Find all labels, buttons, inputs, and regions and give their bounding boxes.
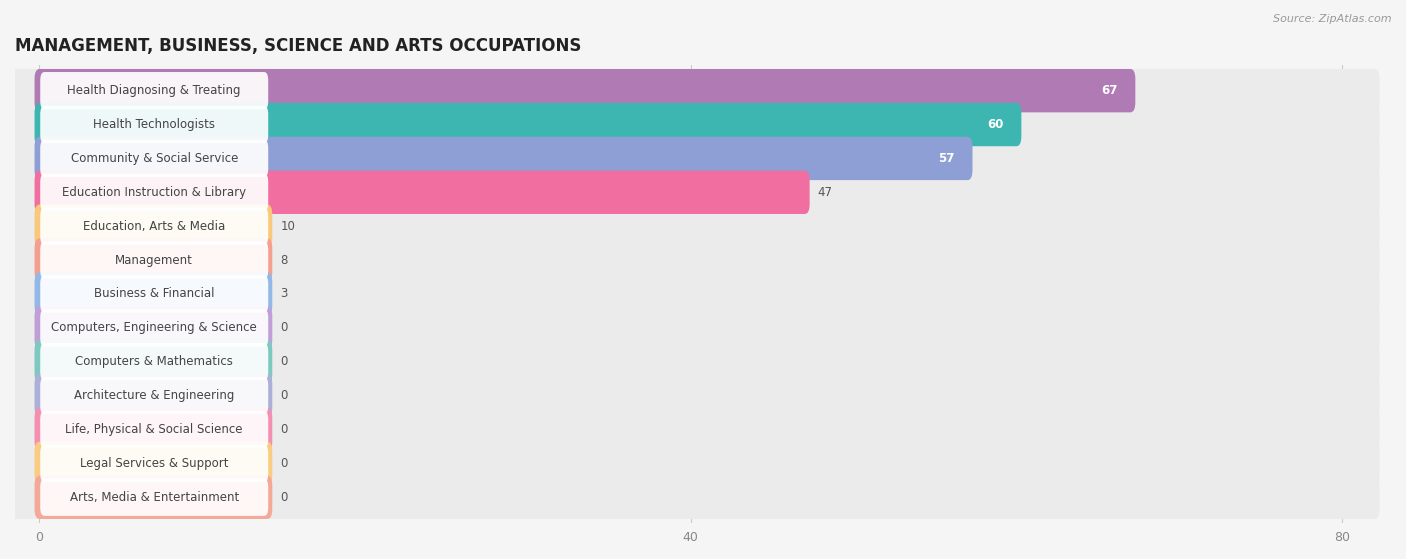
FancyBboxPatch shape [10, 442, 1379, 485]
FancyBboxPatch shape [41, 140, 269, 177]
FancyBboxPatch shape [41, 479, 269, 516]
FancyBboxPatch shape [41, 72, 269, 110]
FancyBboxPatch shape [41, 207, 269, 245]
FancyBboxPatch shape [10, 476, 1379, 519]
Text: 0: 0 [280, 491, 288, 504]
Text: Legal Services & Support: Legal Services & Support [80, 457, 229, 470]
FancyBboxPatch shape [35, 408, 273, 451]
FancyBboxPatch shape [10, 340, 1379, 383]
FancyBboxPatch shape [41, 343, 269, 380]
Text: 10: 10 [280, 220, 295, 233]
Text: Computers, Engineering & Science: Computers, Engineering & Science [52, 321, 257, 334]
FancyBboxPatch shape [10, 205, 1379, 248]
FancyBboxPatch shape [10, 103, 1379, 146]
FancyBboxPatch shape [35, 476, 273, 519]
FancyBboxPatch shape [10, 69, 1379, 112]
FancyBboxPatch shape [10, 408, 1379, 451]
Text: 0: 0 [280, 355, 288, 368]
Text: 57: 57 [938, 152, 955, 165]
Text: 0: 0 [280, 457, 288, 470]
Text: Architecture & Engineering: Architecture & Engineering [75, 389, 235, 402]
FancyBboxPatch shape [35, 170, 810, 214]
Text: 0: 0 [280, 423, 288, 436]
FancyBboxPatch shape [41, 174, 269, 211]
FancyBboxPatch shape [35, 272, 273, 316]
FancyBboxPatch shape [41, 445, 269, 482]
Text: Education, Arts & Media: Education, Arts & Media [83, 220, 225, 233]
FancyBboxPatch shape [35, 374, 273, 417]
Text: Arts, Media & Entertainment: Arts, Media & Entertainment [70, 491, 239, 504]
Text: 47: 47 [818, 186, 832, 199]
Text: 3: 3 [280, 287, 288, 300]
Text: MANAGEMENT, BUSINESS, SCIENCE AND ARTS OCCUPATIONS: MANAGEMENT, BUSINESS, SCIENCE AND ARTS O… [15, 37, 581, 55]
FancyBboxPatch shape [10, 306, 1379, 349]
Text: 8: 8 [280, 254, 288, 267]
FancyBboxPatch shape [10, 137, 1379, 180]
FancyBboxPatch shape [41, 377, 269, 414]
FancyBboxPatch shape [41, 106, 269, 143]
Text: Community & Social Service: Community & Social Service [70, 152, 238, 165]
FancyBboxPatch shape [41, 276, 269, 312]
FancyBboxPatch shape [35, 238, 273, 282]
Text: Source: ZipAtlas.com: Source: ZipAtlas.com [1274, 14, 1392, 24]
Text: Computers & Mathematics: Computers & Mathematics [76, 355, 233, 368]
FancyBboxPatch shape [35, 103, 1021, 146]
FancyBboxPatch shape [41, 241, 269, 279]
FancyBboxPatch shape [10, 272, 1379, 316]
Text: Business & Financial: Business & Financial [94, 287, 215, 300]
Text: Health Technologists: Health Technologists [93, 118, 215, 131]
FancyBboxPatch shape [35, 442, 273, 485]
Text: Health Diagnosing & Treating: Health Diagnosing & Treating [67, 84, 240, 97]
FancyBboxPatch shape [10, 374, 1379, 417]
FancyBboxPatch shape [35, 137, 973, 180]
Text: 0: 0 [280, 389, 288, 402]
FancyBboxPatch shape [35, 205, 273, 248]
FancyBboxPatch shape [41, 309, 269, 347]
Text: 60: 60 [987, 118, 1004, 131]
FancyBboxPatch shape [35, 306, 273, 349]
Text: Management: Management [115, 254, 193, 267]
Text: Education Instruction & Library: Education Instruction & Library [62, 186, 246, 199]
FancyBboxPatch shape [10, 238, 1379, 282]
FancyBboxPatch shape [10, 170, 1379, 214]
Text: Life, Physical & Social Science: Life, Physical & Social Science [66, 423, 243, 436]
Text: 67: 67 [1101, 84, 1118, 97]
FancyBboxPatch shape [35, 69, 1135, 112]
FancyBboxPatch shape [41, 411, 269, 448]
FancyBboxPatch shape [35, 340, 273, 383]
Text: 0: 0 [280, 321, 288, 334]
